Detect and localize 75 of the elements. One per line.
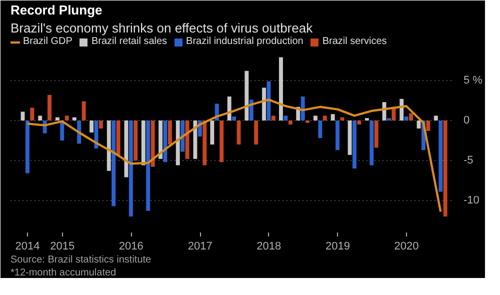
bar xyxy=(374,120,378,148)
chart-title: Record Plunge xyxy=(10,2,102,18)
bar xyxy=(134,120,138,160)
bar xyxy=(72,117,76,120)
bar xyxy=(176,120,180,166)
text: *12-month accumulated xyxy=(10,268,116,278)
bar xyxy=(185,120,190,159)
bar xyxy=(25,120,30,174)
bar xyxy=(348,120,352,155)
bar xyxy=(426,120,430,131)
bar xyxy=(55,117,60,120)
y-tick-label: -5 xyxy=(464,154,474,166)
bar xyxy=(168,120,172,144)
bar xyxy=(146,120,150,211)
line-series xyxy=(26,98,442,213)
bar xyxy=(279,57,283,120)
bar xyxy=(336,120,340,150)
bar xyxy=(284,116,288,120)
legend-label: Brazil industrial production xyxy=(186,36,304,47)
bar xyxy=(271,116,276,120)
bar xyxy=(318,120,322,138)
legend-label: Brazil GDP xyxy=(23,36,72,47)
bar xyxy=(232,116,236,120)
bar xyxy=(202,120,207,166)
bar xyxy=(30,108,34,120)
bar xyxy=(158,120,163,159)
bar xyxy=(266,81,271,120)
x-tick-label: 2015 xyxy=(50,240,75,252)
bar xyxy=(254,120,258,144)
bar xyxy=(288,120,292,124)
legend-label: Brazil retail sales xyxy=(91,36,168,47)
bar xyxy=(38,116,42,120)
bar xyxy=(220,120,224,162)
bar xyxy=(352,120,356,168)
x-tick-label: 2018 xyxy=(256,240,282,252)
bar xyxy=(116,120,120,155)
x-tick-label: 2020 xyxy=(394,240,419,252)
bar xyxy=(322,116,327,120)
bar xyxy=(244,70,249,120)
x-tick-label: 2017 xyxy=(188,240,212,252)
bar xyxy=(90,120,94,132)
chart-subtitle: Brazil's economy shrinks on effects of virus outbreak xyxy=(10,20,314,36)
bar xyxy=(193,120,198,159)
legend-label: Brazil services xyxy=(322,36,387,47)
bar xyxy=(106,120,111,171)
bar xyxy=(227,96,232,120)
y-tick-label: -10 xyxy=(464,194,480,206)
bar xyxy=(313,116,318,120)
bar xyxy=(141,120,146,166)
source-note: Source: Brazil statistics institute xyxy=(10,254,152,266)
bar xyxy=(438,120,443,192)
x-tick-label: 2019 xyxy=(325,240,350,252)
bar xyxy=(404,116,408,120)
bar xyxy=(434,116,438,120)
bar xyxy=(300,96,305,120)
bar xyxy=(330,114,335,120)
x-tick-label: 2014 xyxy=(15,240,40,252)
bar xyxy=(128,120,133,216)
bar xyxy=(20,112,25,120)
bar xyxy=(98,120,103,128)
y-tick-label: 0 xyxy=(464,114,470,126)
bar xyxy=(210,120,214,144)
bar xyxy=(64,116,69,120)
bar xyxy=(357,120,362,124)
bar xyxy=(48,94,52,120)
x-tick-label: 2016 xyxy=(118,240,144,252)
bar xyxy=(150,120,155,167)
bar xyxy=(112,120,116,206)
bar xyxy=(443,120,448,216)
y-tick-label: 5 % xyxy=(464,74,483,86)
bar xyxy=(180,120,185,152)
bar xyxy=(262,88,266,120)
bar xyxy=(82,101,86,120)
bar xyxy=(409,113,414,120)
bar xyxy=(370,120,374,166)
